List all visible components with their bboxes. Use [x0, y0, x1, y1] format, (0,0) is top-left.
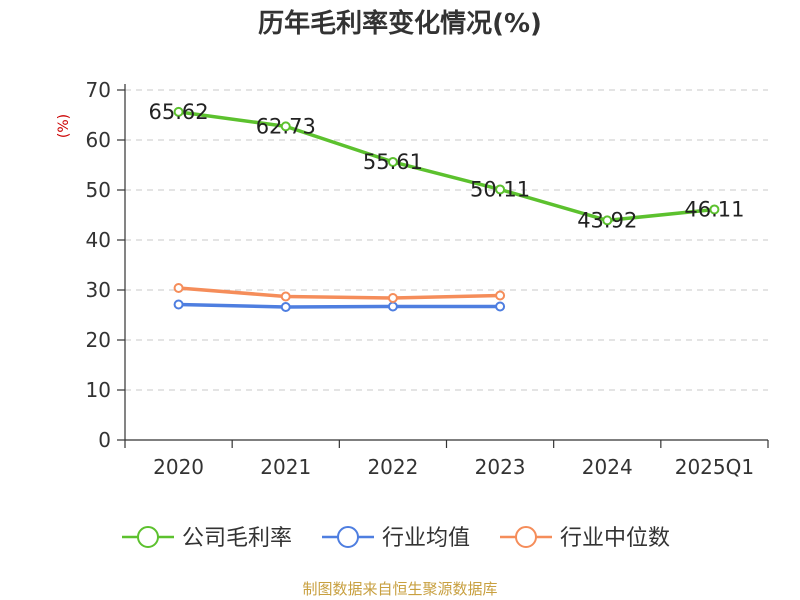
data-label: 62.73 — [256, 114, 316, 138]
y-tick-label: 60 — [86, 128, 111, 152]
source-note: 制图数据来自恒生聚源数据库 — [302, 580, 497, 598]
data-point — [280, 121, 291, 132]
legend-item-0: 公司毛利率 — [122, 526, 292, 551]
x-tick-label: 2025Q1 — [675, 455, 754, 479]
legend-label: 行业中位数 — [560, 526, 670, 551]
x-tick-label: 2022 — [367, 455, 418, 479]
series-line-2 — [178, 286, 501, 300]
gridlines — [125, 89, 768, 391]
y-axis-label: (%) — [56, 114, 72, 138]
legend-item-2: 行业中位数 — [500, 526, 670, 551]
data-label: 65.62 — [149, 100, 209, 124]
data-point — [495, 290, 506, 301]
series-group — [173, 106, 720, 312]
legend-item-1: 行业均值 — [322, 526, 470, 551]
x-tick-label: 2020 — [153, 455, 204, 479]
y-tick-label: 40 — [86, 228, 111, 252]
legend-marker — [337, 526, 359, 548]
axes: 0 10 20 30 40 50 60 70 2020 2021 2022 2023 2024 2025Q… — [86, 78, 769, 479]
legend-label: 公司毛利率 — [182, 526, 292, 551]
data-point — [387, 156, 398, 167]
data-label: 43.92 — [577, 208, 637, 232]
legend-marker — [137, 526, 159, 548]
y-tick-label: 0 — [98, 428, 111, 452]
legend-label: 行业均值 — [382, 526, 470, 551]
legend-marker — [515, 526, 537, 548]
data-point — [280, 302, 291, 312]
x-tick-label: 2023 — [475, 455, 526, 479]
y-tick-label: 30 — [86, 278, 111, 302]
data-label: 46.11 — [684, 197, 744, 221]
data-point — [280, 291, 291, 302]
series-line-0 — [178, 110, 715, 223]
data-point — [495, 301, 506, 312]
y-tick-label: 50 — [86, 178, 111, 202]
data-label: 50.11 — [470, 177, 530, 201]
y-tick-label: 10 — [86, 378, 111, 402]
data-point — [387, 301, 398, 312]
x-tick-label: 2024 — [582, 455, 633, 479]
data-labels: 65.62 62.73 55.61 50.11 43.92 46.11 — [149, 100, 745, 232]
data-point — [173, 299, 184, 310]
x-tick-label: 2021 — [260, 455, 311, 479]
legend: 公司毛利率 行业均值 行业中位数 — [122, 526, 670, 551]
data-point — [387, 293, 398, 303]
data-point — [173, 283, 184, 293]
y-tick-label: 70 — [86, 78, 111, 102]
data-point — [709, 204, 720, 215]
data-point — [495, 184, 506, 195]
data-point — [173, 106, 184, 117]
chart-title: 历年毛利率变化情况(%) — [258, 8, 542, 39]
data-point — [602, 215, 613, 226]
data-label: 55.61 — [363, 150, 423, 174]
series-line-1 — [178, 302, 501, 309]
y-tick-label: 20 — [86, 328, 111, 352]
